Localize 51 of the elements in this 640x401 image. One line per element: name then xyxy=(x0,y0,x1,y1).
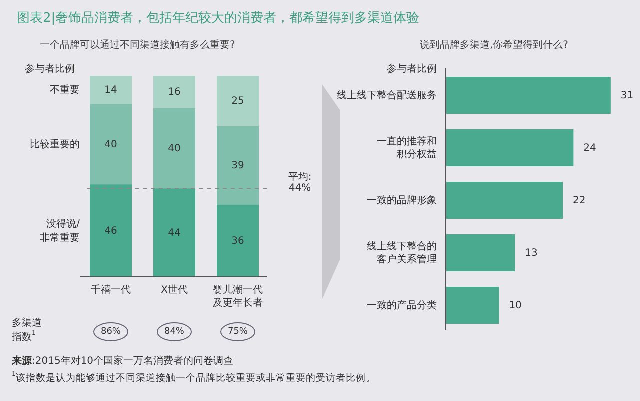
x-tick-label: X世代 xyxy=(161,284,188,296)
text: $^{1}$该指数是认为能够通过不同渠道接触一个品牌比较重要或非常重要的受访者比例。 xyxy=(12,371,376,384)
bar xyxy=(217,76,259,126)
bar xyxy=(446,77,611,114)
bar xyxy=(90,76,132,104)
data-label: 40 xyxy=(168,142,181,154)
data-label: 36 xyxy=(232,235,244,246)
chart-subtitle: 说到品牌多渠道,你希望得到什么? xyxy=(420,38,568,50)
data-label: 39 xyxy=(232,160,244,171)
data-label: 40 xyxy=(104,138,118,150)
y-tick-label: 一致的品牌形象 xyxy=(367,194,437,206)
y-tick-label: 线上线下整合配送服务 xyxy=(337,89,437,101)
bar xyxy=(90,104,132,185)
y-tick-label: 一直的推荐和积分权益 xyxy=(377,135,437,160)
data-label: 16 xyxy=(168,86,181,98)
data-label: 44 xyxy=(168,227,181,238)
bar xyxy=(446,182,564,219)
data-label: 10 xyxy=(509,300,522,311)
y-tick-label: 一致的产品分类 xyxy=(367,299,437,311)
text: 86% xyxy=(100,327,122,337)
data-label: 14 xyxy=(104,84,118,96)
data-label: 25 xyxy=(232,96,244,107)
text: 84% xyxy=(164,327,185,337)
x-tick-label: 千禧一代 xyxy=(91,284,131,296)
y-axis-title: 参与者比例 xyxy=(25,62,75,74)
bar xyxy=(446,287,500,324)
series-label: 比较重要的 xyxy=(30,138,80,150)
bar xyxy=(154,108,196,189)
chart-subtitle: 一个品牌可以通过不同渠道接触有多么重要? xyxy=(40,38,236,50)
text: 多渠道指数$^{1}$ xyxy=(11,316,42,342)
y-axis-title: 参与者比例 xyxy=(387,62,437,74)
bar xyxy=(154,188,196,277)
data-label: 22 xyxy=(573,195,586,206)
series-label: 没得说/非常重要 xyxy=(40,217,81,244)
bar xyxy=(90,184,132,277)
data-label: 24 xyxy=(584,142,596,154)
ref-line-label: 平均:44% xyxy=(288,170,312,194)
data-label: 31 xyxy=(620,90,634,101)
x-tick-label: 婴儿潮一代及更年长者 xyxy=(213,284,263,308)
text: 来源:2015年对10个国家一万名消费者的问卷调查 xyxy=(11,354,234,366)
chart-title: 图表2|奢饰品消费者，包括年纪较大的消费者，都希望得到多渠道体验 xyxy=(17,10,420,26)
y-tick-label: 线上线下整合的客户关系管理 xyxy=(367,240,437,265)
data-label: 46 xyxy=(104,225,118,236)
data-label: 13 xyxy=(525,248,538,258)
bar xyxy=(446,130,574,166)
bar xyxy=(217,126,259,205)
series-label: 不重要 xyxy=(50,84,80,96)
bar xyxy=(154,76,196,108)
text: 75% xyxy=(228,327,248,337)
bar xyxy=(446,234,516,272)
bar xyxy=(217,204,259,277)
